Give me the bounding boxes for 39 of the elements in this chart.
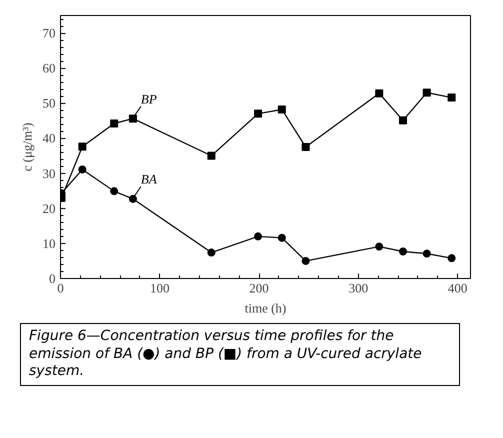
point [448, 254, 456, 262]
x-tick-label: 100 [150, 280, 170, 296]
series-label: BA [140, 172, 157, 187]
point [302, 256, 310, 265]
point [207, 152, 216, 160]
point [110, 120, 118, 128]
point [110, 187, 118, 196]
point [78, 142, 86, 151]
point [398, 248, 407, 256]
point [78, 165, 86, 174]
y-tick-label: 60 [42, 60, 56, 76]
point [375, 89, 384, 98]
point [422, 250, 431, 258]
x-axis-title: time (h) [244, 300, 286, 316]
y-tick-label: 50 [42, 96, 56, 111]
caption: Figure 6—Concentration versus time profiles for the emission of BA (●) and BP (■) from a UV-cured acrylate system. [29, 328, 423, 380]
point [422, 88, 431, 97]
y-tick-label: 20 [42, 200, 56, 216]
x-tick-label: 300 [348, 280, 368, 296]
point [128, 194, 137, 203]
y-tick-label: 0 [49, 271, 56, 286]
point [375, 242, 384, 251]
x-tick-label: 400 [448, 280, 468, 296]
point [448, 94, 456, 102]
series-label: BP [140, 91, 157, 106]
point [207, 248, 216, 257]
point [254, 232, 262, 240]
point [278, 105, 286, 114]
y-tick-label: 70 [42, 26, 56, 41]
point [254, 110, 262, 118]
y-tick-label: 30 [42, 166, 56, 181]
point [398, 116, 407, 124]
y-tick-label: 40 [42, 130, 56, 146]
point [278, 234, 286, 242]
point [128, 114, 137, 123]
point [302, 143, 310, 151]
y-axis-title: c (μg/m³) [20, 122, 34, 172]
x-tick-label: 200 [249, 280, 269, 296]
y-tick-label: 10 [42, 236, 56, 251]
